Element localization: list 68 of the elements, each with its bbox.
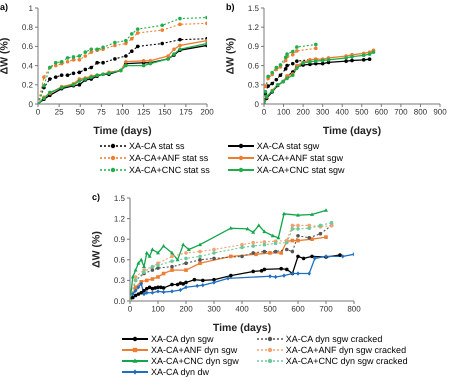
x-tick-label: 75 (96, 108, 106, 117)
legend-label: XA-CA+ANF dyn sgw cracked (286, 345, 406, 355)
chart-title: b) (226, 2, 234, 12)
y-tick-label: 0.0 (114, 296, 126, 306)
x-tick-label: 900 (433, 108, 448, 117)
x-tick-label: 0 (262, 108, 267, 117)
legend-label: XA-CA+ANF stat sgw (256, 153, 344, 163)
legend-label: XA-CA dyn dw (151, 367, 210, 377)
legend-label: XA-CA+CNC stat sgw (256, 165, 345, 175)
x-tick-label: 300 (207, 304, 222, 314)
x-tick-label: 500 (355, 108, 369, 117)
y-axis-title: ΔW (%) (224, 38, 237, 74)
y-tick-label: 0.6 (22, 42, 34, 52)
x-axis-title: Time (days) (212, 322, 272, 334)
y-tick-label: 0 (254, 100, 260, 109)
y-tick-label: 0.9 (114, 235, 126, 244)
x-tick-label: 300 (316, 108, 330, 117)
legend-label: XA-CA+CNC dyn sgw cracked (286, 356, 408, 366)
y-tick-label: 1.2 (248, 23, 260, 32)
y-tick-label: 1 (28, 4, 34, 13)
y-tick-label: 0.3 (114, 276, 126, 286)
x-tick-label: 400 (235, 304, 250, 314)
x-tick-label: 600 (291, 304, 306, 314)
y-tick-label: 0.6 (114, 256, 126, 265)
x-tick-label: 500 (263, 304, 278, 314)
x-tick-label: 0 (128, 304, 133, 314)
legend-label: XA-CA+ANF stat ss (129, 153, 208, 163)
x-tick-label: 100 (276, 108, 291, 117)
x-tick-label: 400 (336, 108, 350, 117)
x-tick-label: 600 (374, 108, 389, 117)
y-axis-title: ΔW (%) (90, 231, 103, 268)
y-tick-label: 1.2 (114, 214, 126, 224)
y-tick-label: 0.4 (22, 61, 34, 70)
x-tick-label: 125 (136, 108, 151, 117)
x-tick-label: 800 (414, 108, 428, 117)
x-tick-label: 150 (158, 108, 172, 117)
y-axis-title: ΔW (%) (0, 38, 11, 74)
y-tick-label: 0.9 (248, 42, 260, 52)
legend-label: XA-CA dyn sgw (151, 334, 214, 344)
x-tick-label: 700 (319, 304, 334, 314)
x-tick-label: 200 (200, 108, 214, 117)
chart-title: c) (92, 192, 100, 202)
x-tick-label: 100 (116, 108, 130, 117)
x-axis-title: Time (days) (93, 125, 152, 137)
y-tick-label: 0.6 (248, 61, 260, 70)
legend-label: XA-CA+CNC stat ss (129, 165, 210, 175)
x-tick-label: 25 (54, 108, 64, 117)
legend-label: XA-CA dyn sgw cracked (286, 334, 382, 344)
x-tick-label: 175 (179, 108, 194, 117)
x-tick-label: 200 (179, 304, 194, 314)
legend-label: XA-CA+ANF dyn sgw (151, 345, 238, 355)
x-tick-label: 800 (347, 304, 362, 314)
legend-label: XA-CA stat sgw (256, 141, 320, 151)
x-tick-label: 700 (394, 108, 408, 117)
legend-label: XA-CA+CNC dyn sgw (151, 356, 239, 366)
y-tick-label: 1.5 (248, 4, 260, 13)
y-tick-label: 1.5 (114, 194, 126, 203)
y-tick-label: 0.8 (22, 23, 34, 32)
y-tick-label: 0.2 (22, 80, 34, 90)
y-tick-label: 0.3 (248, 80, 260, 90)
x-tick-label: 100 (151, 304, 166, 314)
legend-label: XA-CA stat ss (129, 141, 185, 151)
x-axis-title: Time (days) (322, 125, 382, 137)
x-tick-label: 50 (76, 108, 86, 117)
x-tick-label: 0 (36, 108, 41, 117)
chart-title: a) (0, 2, 8, 12)
y-tick-label: 0 (28, 100, 34, 109)
x-tick-label: 200 (296, 108, 310, 117)
